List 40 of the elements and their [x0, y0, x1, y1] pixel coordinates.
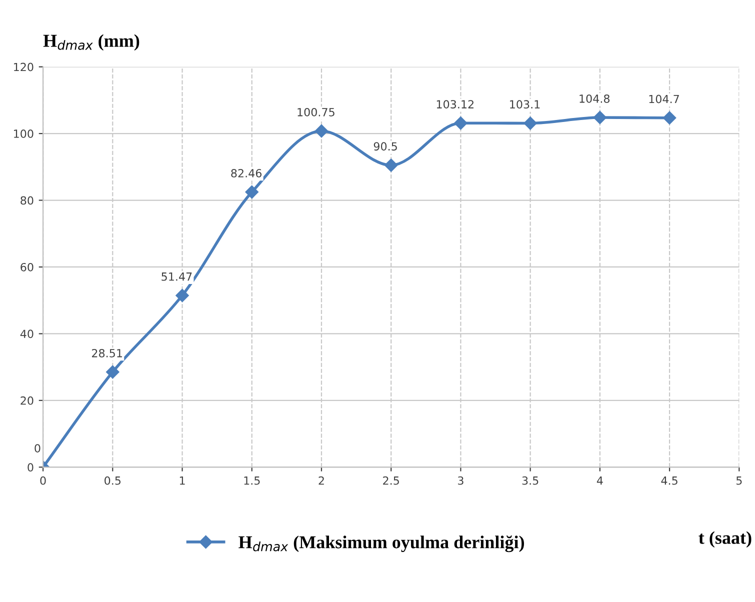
x-tick-label: 2	[318, 476, 324, 485]
data-label: 104.7	[649, 94, 679, 104]
x-tick-label: 0.5	[104, 476, 121, 485]
point	[314, 124, 328, 138]
y-axis-title: H$_{dmax}$ (mm)	[43, 34, 140, 51]
point	[384, 158, 398, 172]
x-tick-label: 3	[458, 476, 464, 485]
point	[593, 110, 607, 124]
x-tick-label: 4.5	[661, 476, 678, 485]
y-tick-label: 0	[28, 463, 34, 472]
point	[524, 116, 537, 130]
x-tick-label: 4	[596, 476, 603, 485]
data-label: 0	[34, 444, 40, 452]
point	[662, 111, 676, 124]
y-tick-label: 120	[14, 62, 34, 72]
legend-label: H$_{dmax}$ (Maksimum oyulma derinliği)	[238, 535, 524, 552]
x-tick-label: 1	[180, 476, 185, 485]
x-tick-label: 2.5	[383, 476, 399, 485]
y-tick-label: 40	[20, 330, 34, 338]
data-label: 28.51	[92, 348, 122, 358]
x-tick-label: 0	[40, 476, 46, 485]
data-label: 103.1	[510, 100, 540, 109]
data-label: 104.8	[580, 94, 610, 103]
x-tick-label: 1.5	[244, 476, 260, 485]
data-label: 82.46	[231, 169, 262, 178]
point	[176, 288, 189, 302]
data-label: 103.12	[436, 100, 474, 108]
y-tick-label: 20	[20, 396, 34, 405]
y-tick-label: 60	[20, 262, 34, 272]
y-tick-label: 80	[20, 196, 34, 205]
y-tick-label: 100	[14, 130, 34, 138]
data-label: 51.47	[162, 272, 192, 281]
x-axis-title: t (saat)	[698, 531, 752, 548]
x-tick-label: 3.5	[522, 476, 538, 485]
data-label: 100.75	[298, 108, 334, 116]
x-tick-label: 5	[736, 476, 742, 485]
point	[106, 365, 120, 379]
point	[454, 116, 468, 130]
data-label: 90.5	[374, 142, 397, 151]
point	[245, 185, 258, 199]
